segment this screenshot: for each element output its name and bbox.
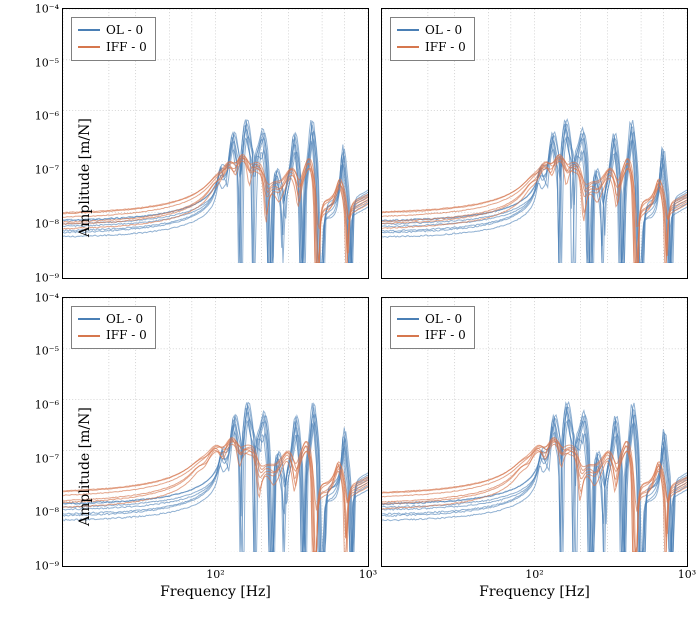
legend-swatch [397,46,419,48]
y-tick-label: 10⁻⁷ [35,164,59,177]
x-tick-label: 10² [525,568,543,581]
legend-swatch [78,318,100,320]
legend-row: OL - 0 [78,311,147,328]
y-tick-label: 10⁻⁴ [35,3,59,16]
chart-panel-1: OL - 0IFF - 0 [381,8,688,279]
y-axis-label: Amplitude [m/N] [77,407,93,526]
legend-label: OL - 0 [106,22,143,39]
legend-row: IFF - 0 [78,39,147,56]
y-tick-label: 10⁻⁴ [35,291,59,304]
legend-swatch [397,29,419,31]
legend-swatch [397,318,419,320]
chart-panel-3: Frequency [Hz]10²10³OL - 0IFF - 0 [381,297,688,568]
x-tick-label: 10² [206,568,224,581]
y-tick-label: 10⁻⁸ [35,217,59,230]
series-OL [63,402,368,552]
y-tick-label: 10⁻⁸ [35,506,59,519]
legend-label: OL - 0 [425,311,462,328]
x-axis-label: Frequency [Hz] [160,584,271,600]
y-tick-label: 10⁻⁵ [35,345,59,358]
x-tick-label: 10³ [678,568,696,581]
legend-label: OL - 0 [106,311,143,328]
legend: OL - 0IFF - 0 [71,306,156,350]
legend-label: IFF - 0 [425,39,466,56]
series-OL [382,402,687,552]
x-axis-label: Frequency [Hz] [479,584,590,600]
legend-row: OL - 0 [397,22,466,39]
legend-label: IFF - 0 [425,327,466,344]
panel-grid: Amplitude [m/N]10⁻⁹10⁻⁸10⁻⁷10⁻⁶10⁻⁵10⁻⁴O… [62,8,688,567]
series-IFF [63,437,368,551]
x-tick-label: 10³ [359,568,377,581]
legend-swatch [78,29,100,31]
legend-row: IFF - 0 [78,327,147,344]
legend-row: OL - 0 [78,22,147,39]
y-tick-label: 10⁻⁹ [35,271,59,284]
y-axis-label: Amplitude [m/N] [77,118,93,237]
legend: OL - 0IFF - 0 [390,17,475,61]
y-tick-label: 10⁻⁷ [35,452,59,465]
y-tick-label: 10⁻⁶ [35,110,59,123]
legend-row: OL - 0 [397,311,466,328]
legend-row: IFF - 0 [397,327,466,344]
legend-swatch [78,46,100,48]
y-tick-label: 10⁻⁹ [35,560,59,573]
y-tick-label: 10⁻⁶ [35,398,59,411]
legend: OL - 0IFF - 0 [71,17,156,61]
chart-panel-0: Amplitude [m/N]10⁻⁹10⁻⁸10⁻⁷10⁻⁶10⁻⁵10⁻⁴O… [62,8,369,279]
legend-swatch [397,335,419,337]
legend-row: IFF - 0 [397,39,466,56]
legend-swatch [78,335,100,337]
legend-label: IFF - 0 [106,39,147,56]
legend-label: OL - 0 [425,22,462,39]
legend: OL - 0IFF - 0 [390,306,475,350]
chart-panel-2: Amplitude [m/N]10⁻⁹10⁻⁸10⁻⁷10⁻⁶10⁻⁵10⁻⁴F… [62,297,369,568]
y-tick-label: 10⁻⁵ [35,56,59,69]
legend-label: IFF - 0 [106,327,147,344]
